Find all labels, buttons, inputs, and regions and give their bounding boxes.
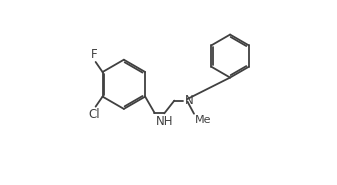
Text: Me: Me [195,115,211,125]
Text: Cl: Cl [88,108,100,121]
Text: NH: NH [156,115,173,128]
Text: N: N [185,94,194,107]
Text: F: F [91,48,97,60]
